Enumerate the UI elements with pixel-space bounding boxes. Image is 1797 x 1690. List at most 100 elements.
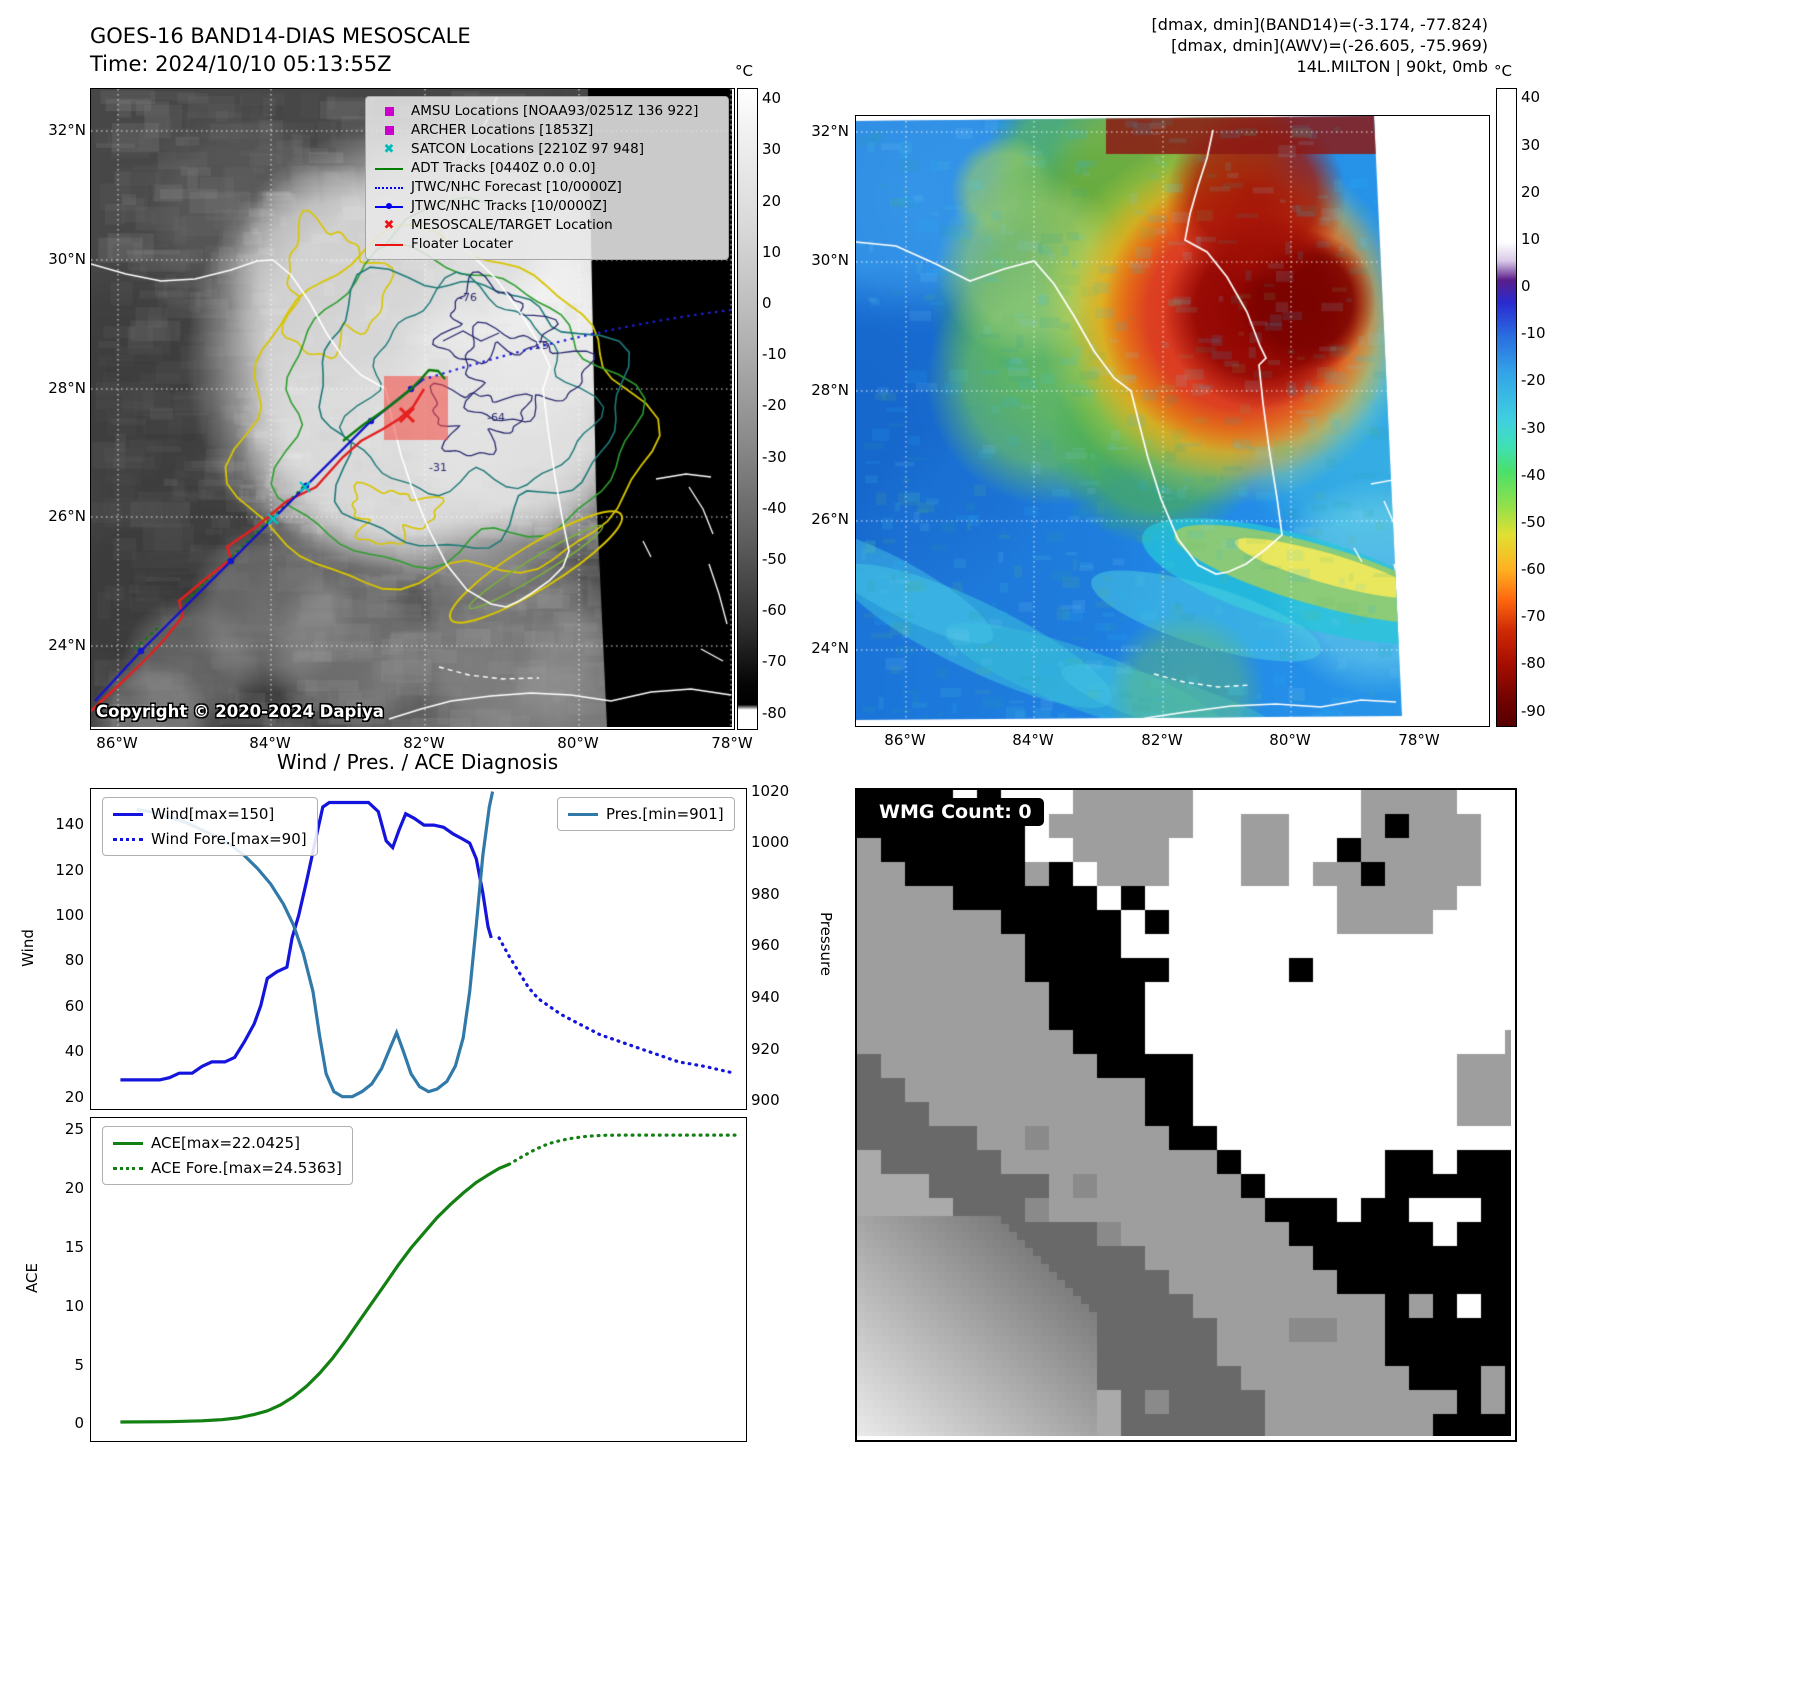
awv-colorbar-unit: °C	[1494, 62, 1512, 80]
legend-line-marker	[374, 162, 404, 176]
band14-legend: AMSU Locations [NOAA93/0251Z 136 922] ARC…	[365, 96, 729, 260]
awv-colorbar-tick: -30	[1521, 418, 1546, 437]
awv-colorbar-tick: -70	[1521, 607, 1546, 626]
legend-item-label: AMSU Locations [NOAA93/0251Z 136 922]	[411, 103, 699, 119]
band14-colorbar-tick: -10	[762, 345, 787, 364]
awv-colorbar-tick: 20	[1521, 182, 1541, 201]
legend-item: ARCHER Locations [1853Z]	[374, 122, 720, 139]
diagnosis-chart-title: Wind / Pres. / ACE Diagnosis	[276, 750, 559, 774]
legend-item-label: ARCHER Locations [1853Z]	[411, 122, 594, 138]
wind-forecast-legend-item: Wind Fore.[max=90]	[113, 829, 307, 849]
legend-item: ADT Tracks [0440Z 0.0 0.0]	[374, 160, 720, 177]
pressure-ytick: 1020	[751, 781, 790, 800]
wind-ytick: 140	[55, 815, 84, 834]
legend-item-label: JTWC/NHC Tracks [10/0000Z]	[411, 198, 608, 214]
ace-forecast-legend-label: ACE Fore.[max=24.5363]	[151, 1159, 342, 1177]
wind-ytick: 60	[64, 996, 84, 1015]
legend-square-marker	[374, 124, 404, 138]
legend-line-marker	[374, 238, 404, 252]
band14-lat-tick: 24°N	[48, 636, 86, 654]
awv-colorbar	[1496, 88, 1517, 727]
ace-ytick: 20	[64, 1178, 84, 1197]
awv-lon-tick: 84°W	[1012, 731, 1054, 749]
awv-colorbar-tick: 30	[1521, 135, 1541, 154]
pressure-ytick: 900	[751, 1091, 780, 1110]
awv-colorbar-tick: 10	[1521, 229, 1541, 248]
ace-legend-label: ACE[max=22.0425]	[151, 1134, 300, 1152]
band14-colorbar-tick: 10	[762, 242, 782, 261]
band14-time-label: Time: 2024/10/10 05:13:55Z	[90, 52, 392, 76]
legend-item-label: SATCON Locations [2210Z 97 948]	[411, 141, 644, 157]
awv-dmax-band14-line: [dmax, dmin](BAND14)=(-3.174, -77.824)	[1151, 15, 1488, 34]
band14-lon-tick: 82°W	[403, 734, 445, 752]
band14-lat-tick: 28°N	[48, 379, 86, 397]
wind-legend-label: Wind[max=150]	[151, 805, 275, 823]
wind-legend: Wind[max=150] Wind Fore.[max=90]	[102, 797, 318, 856]
awv-colorbar-tick: 40	[1521, 88, 1541, 107]
awv-colorbar-tick: 0	[1521, 277, 1531, 296]
legend-dotted-marker	[374, 181, 404, 195]
wind-forecast-legend-label: Wind Fore.[max=90]	[151, 830, 307, 848]
band14-colorbar-tick: 0	[762, 294, 772, 313]
awv-colorbar-tick: -60	[1521, 560, 1546, 579]
band14-colorbar-unit: °C	[735, 62, 753, 80]
ace-ytick: 5	[74, 1355, 84, 1374]
awv-colorbar-tick: -20	[1521, 371, 1546, 390]
awv-lon-tick: 82°W	[1141, 731, 1183, 749]
band14-colorbar-tick: -50	[762, 550, 787, 569]
awv-colorbar-tick: -10	[1521, 324, 1546, 343]
pressure-legend: Pres.[min=901]	[557, 797, 735, 831]
awv-header-block: [dmax, dmin](BAND14)=(-3.174, -77.824) […	[1000, 14, 1488, 77]
band14-colorbar-tick: 30	[762, 140, 782, 159]
pressure-ytick: 980	[751, 884, 780, 903]
band14-lat-tick: 32°N	[48, 121, 86, 139]
band14-map-panel: AMSU Locations [NOAA93/0251Z 136 922] ARC…	[90, 88, 735, 730]
ace-forecast-line-swatch	[113, 1166, 143, 1170]
series-dotted	[507, 1133, 740, 1167]
awv-colorbar-tick: -80	[1521, 654, 1546, 673]
band14-colorbar-tick: 20	[762, 191, 782, 210]
band14-colorbar-tick: -60	[762, 601, 787, 620]
awv-lon-tick: 78°W	[1398, 731, 1440, 749]
band14-colorbar-tick: -40	[762, 498, 787, 517]
legend-item-label: Floater Locater	[411, 236, 513, 252]
band14-lat-tick: 30°N	[48, 250, 86, 268]
ace-axis-label: ACE	[23, 1263, 41, 1293]
chart-svg	[120, 1133, 740, 1424]
awv-lon-tick: 80°W	[1269, 731, 1311, 749]
legend-item: AMSU Locations [NOAA93/0251Z 136 922]	[374, 103, 720, 120]
band14-title-block: GOES-16 BAND14-DIAS MESOSCALE Time: 2024…	[90, 22, 471, 78]
pressure-line-swatch	[568, 812, 598, 816]
awv-lat-tick: 24°N	[811, 639, 849, 657]
band14-lon-tick: 86°W	[96, 734, 138, 752]
awv-satellite-canvas	[856, 116, 1487, 724]
pressure-legend-item: Pres.[min=901]	[568, 804, 724, 824]
legend-item: JTWC/NHC Forecast [10/0000Z]	[374, 179, 720, 196]
legend-item-label: MESOSCALE/TARGET Location	[411, 217, 613, 233]
legend-item-label: ADT Tracks [0440Z 0.0 0.0]	[411, 160, 596, 176]
wind-ytick: 40	[64, 1042, 84, 1061]
legend-line-dot-marker	[374, 200, 404, 214]
band14-colorbar	[737, 88, 758, 730]
band14-colorbar-tick: -20	[762, 396, 787, 415]
band14-lon-tick: 80°W	[557, 734, 599, 752]
wind-legend-item: Wind[max=150]	[113, 804, 307, 824]
legend-item: ✖ MESOSCALE/TARGET Location	[374, 217, 720, 234]
awv-colorbar-tick: -90	[1521, 701, 1546, 720]
series-solid	[120, 1162, 510, 1424]
awv-dmax-awv-line: [dmax, dmin](AWV)=(-26.605, -75.969)	[1171, 36, 1488, 55]
series-solid	[120, 800, 493, 1082]
band14-colorbar-tick: -70	[762, 652, 787, 671]
band14-title: GOES-16 BAND14-DIAS MESOSCALE	[90, 24, 471, 48]
pressure-ytick: 1000	[751, 833, 790, 852]
pressure-ytick: 940	[751, 988, 780, 1007]
wmg-canvas	[857, 790, 1511, 1436]
band14-lon-tick: 84°W	[249, 734, 291, 752]
pressure-legend-label: Pres.[min=901]	[606, 805, 724, 823]
band14-lat-tick: 26°N	[48, 507, 86, 525]
ace-ytick: 15	[64, 1237, 84, 1256]
ace-legend: ACE[max=22.0425] ACE Fore.[max=24.5363]	[102, 1126, 353, 1185]
storm-id-intensity-line: 14L.MILTON | 90kt, 0mb	[1296, 57, 1488, 76]
awv-lat-tick: 30°N	[811, 251, 849, 269]
